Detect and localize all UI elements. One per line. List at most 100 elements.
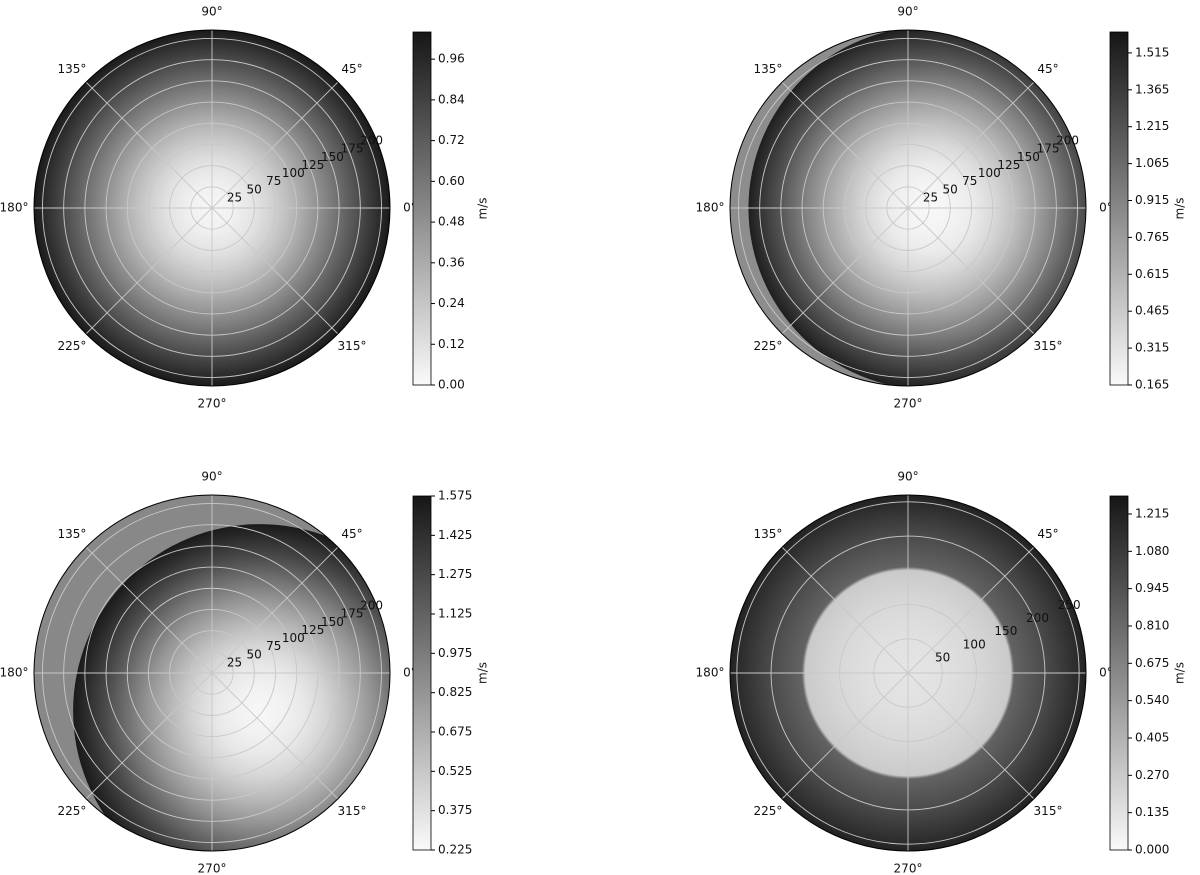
colorbar-tick-label: 0.96 xyxy=(438,52,465,66)
r-tick-label: 200 xyxy=(360,599,383,613)
colorbar-label: m/s xyxy=(476,198,490,220)
r-tick-label: 200 xyxy=(1056,134,1079,148)
r-tick-label: 75 xyxy=(266,639,281,653)
theta-tick-label: 225° xyxy=(754,339,783,353)
r-tick-label: 25 xyxy=(227,655,242,669)
colorbar-tick-label: 0.12 xyxy=(438,337,465,351)
colorbar-tick-label: 0.165 xyxy=(1135,378,1169,392)
r-tick-label: 50 xyxy=(943,182,958,196)
colorbar-tick-label: 0.465 xyxy=(1135,304,1169,318)
r-tick-label: 50 xyxy=(247,647,262,661)
theta-grid-line xyxy=(85,81,213,209)
theta-grid-line xyxy=(907,207,1035,335)
theta-grid-line xyxy=(781,546,909,674)
colorbar-tick-label: 1.275 xyxy=(438,567,472,581)
theta-grid-line xyxy=(211,546,339,674)
field xyxy=(34,495,390,851)
r-tick-label: 75 xyxy=(962,174,977,188)
colorbar-tick-label: 0.225 xyxy=(438,843,472,857)
colorbar-tick-label: 0.675 xyxy=(1135,656,1169,670)
r-tick-label: 200 xyxy=(1026,611,1049,625)
polar-panel: 2550751001251501752000°45°90°135°180°225… xyxy=(0,5,490,411)
theta-grid-line xyxy=(781,672,909,800)
r-tick-label: 175 xyxy=(1037,142,1060,156)
theta-tick-label: 180° xyxy=(0,201,28,215)
theta-tick-label: 45° xyxy=(1037,527,1058,541)
theta-tick-label: 90° xyxy=(201,5,222,19)
r-tick-label: 100 xyxy=(978,166,1001,180)
colorbar-tick-label: 0.000 xyxy=(1135,843,1169,857)
theta-tick-label: 225° xyxy=(58,804,87,818)
colorbar-tick-label: 0.405 xyxy=(1135,730,1169,744)
colorbar-tick-label: 0.135 xyxy=(1135,805,1169,819)
colorbar xyxy=(412,31,432,386)
r-tick-label: 150 xyxy=(321,615,344,629)
polar-frame xyxy=(729,494,1087,852)
theta-grid-line xyxy=(211,207,339,335)
theta-grid-line xyxy=(781,81,909,209)
colorbar-tick-label: 1.365 xyxy=(1135,82,1169,96)
theta-tick-label: 0° xyxy=(1099,201,1113,215)
polar-panel: 2550751001251501752000°45°90°135°180°225… xyxy=(0,470,490,875)
theta-tick-label: 0° xyxy=(1099,666,1113,680)
r-tick-label: 175 xyxy=(341,142,364,156)
colorbar-tick-label: 0.72 xyxy=(438,133,465,147)
colorbar-tick-label: 1.425 xyxy=(438,528,472,542)
theta-grid-line xyxy=(85,207,213,335)
colorbar-tick-label: 1.515 xyxy=(1135,45,1169,59)
colorbar-label: m/s xyxy=(476,662,490,684)
colorbar-label: m/s xyxy=(1173,662,1187,684)
theta-tick-label: 315° xyxy=(338,339,367,353)
theta-tick-label: 135° xyxy=(754,62,783,76)
colorbar-tick-label: 0.375 xyxy=(438,803,472,817)
theta-tick-label: 315° xyxy=(1034,339,1063,353)
polar-panel: 2550751001251501752000°45°90°135°180°225… xyxy=(696,5,1187,411)
colorbar-tick-label: 1.125 xyxy=(438,607,472,621)
theta-tick-label: 45° xyxy=(1037,62,1058,76)
theta-tick-label: 270° xyxy=(198,397,227,411)
colorbar-tick-label: 0.945 xyxy=(1135,581,1169,595)
colorbar-tick-label: 0.60 xyxy=(438,174,465,188)
r-tick-label: 150 xyxy=(1017,150,1040,164)
polar-frame xyxy=(729,29,1087,387)
polar-panel: 50 100 150 200 250 0° 45° 90° 135° 180° 225° 270° 31… xyxy=(696,470,1187,875)
theta-tick-label: 270° xyxy=(894,397,923,411)
colorbar-tick-label: 1.080 xyxy=(1135,544,1169,558)
theta-grid-line xyxy=(907,81,1035,209)
colorbar-tick-label: 0.915 xyxy=(1135,193,1169,207)
colorbar-tick-label: 0.00 xyxy=(438,378,465,392)
theta-tick-label: 135° xyxy=(58,527,87,541)
theta-grid-line xyxy=(85,546,213,674)
colorbar xyxy=(1109,495,1129,851)
theta-grid-line xyxy=(907,672,1035,800)
theta-grid-line xyxy=(211,81,339,209)
theta-tick-label: 90° xyxy=(201,470,222,484)
r-tick-label: 50 xyxy=(247,182,262,196)
r-tick-label: 125 xyxy=(301,623,324,637)
r-tick-label: 150 xyxy=(994,624,1017,638)
colorbar-tick-label: 0.540 xyxy=(1135,693,1169,707)
theta-tick-label: 45° xyxy=(341,527,362,541)
colorbar-tick-label: 0.270 xyxy=(1135,768,1169,782)
theta-tick-label: 315° xyxy=(1034,804,1063,818)
theta-tick-label: 180° xyxy=(696,201,725,215)
theta-tick-label: 180° xyxy=(696,666,725,680)
colorbar-tick-label: 1.215 xyxy=(1135,119,1169,133)
colorbar-tick-label: 1.215 xyxy=(1135,506,1169,520)
polar-frame xyxy=(33,29,391,387)
theta-tick-label: 270° xyxy=(894,862,923,875)
r-tick-label: 250 xyxy=(1058,598,1081,612)
r-tick-label: 125 xyxy=(301,158,324,172)
r-tick-label: 25 xyxy=(923,190,938,204)
polar-frame xyxy=(33,494,391,852)
colorbar-tick-label: 0.315 xyxy=(1135,341,1169,355)
colorbar-tick-label: 0.765 xyxy=(1135,230,1169,244)
r-tick-label: 150 xyxy=(321,150,344,164)
r-tick-label: 100 xyxy=(963,637,986,651)
colorbar-tick-label: 0.525 xyxy=(438,764,472,778)
colorbar xyxy=(1109,31,1129,386)
theta-tick-label: 225° xyxy=(754,804,783,818)
colorbar-tick-label: 1.575 xyxy=(438,489,472,503)
colorbar-tick-label: 0.36 xyxy=(438,255,465,269)
colorbar-tick-label: 0.810 xyxy=(1135,618,1169,632)
